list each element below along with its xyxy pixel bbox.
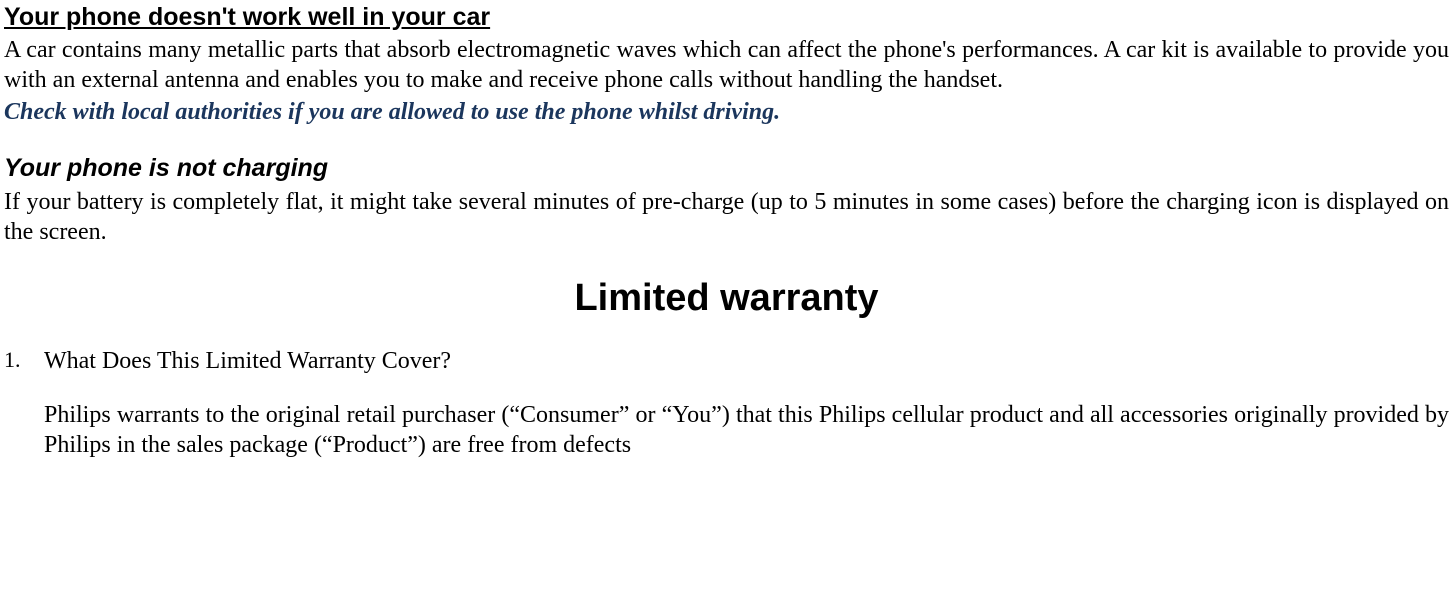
heading-car: Your phone doesn't work well in your car (4, 2, 1449, 33)
body-charging: If your battery is completely flat, it m… (4, 187, 1449, 247)
section-charging: Your phone is not charging If your batte… (4, 153, 1449, 246)
warranty-paragraph: Philips warrants to the original retail … (4, 400, 1449, 460)
note-car: Check with local authorities if you are … (4, 97, 1449, 127)
title-warranty: Limited warranty (4, 275, 1449, 323)
document-content: Your phone doesn't work well in your car… (0, 0, 1453, 462)
body-car: A car contains many metallic parts that … (4, 35, 1449, 95)
section-car: Your phone doesn't work well in your car… (4, 2, 1449, 127)
list-number: 1. (4, 346, 32, 374)
warranty-item-1: 1. What Does This Limited Warranty Cover… (4, 346, 1449, 376)
heading-charging: Your phone is not charging (4, 153, 1449, 184)
warranty-question: What Does This Limited Warranty Cover? (32, 346, 451, 376)
warranty-list: 1. What Does This Limited Warranty Cover… (4, 346, 1449, 460)
